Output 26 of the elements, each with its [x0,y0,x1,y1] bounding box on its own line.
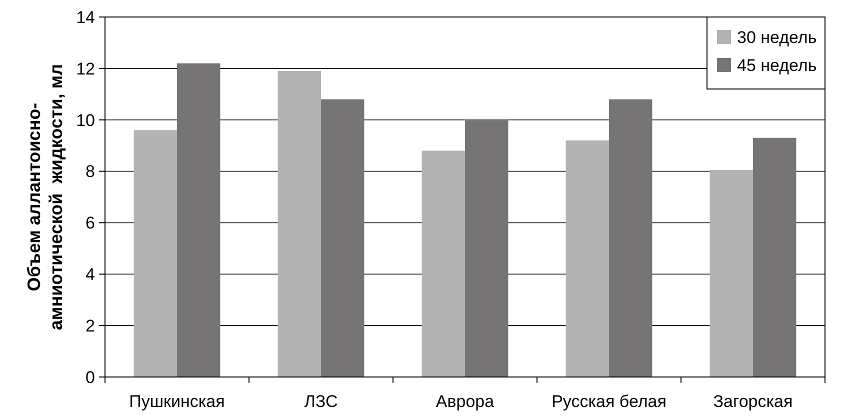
bar [278,71,321,377]
legend-label: 45 недель [737,56,817,75]
bar [134,130,177,377]
y-tick-label: 0 [86,368,95,387]
y-axis-title: Объем аллантоисно- амниотической жидкости, мл [24,64,66,330]
x-tick-label: Аврора [436,392,495,411]
bar [321,99,364,377]
bar [609,99,652,377]
bar [422,150,465,377]
y-tick-label: 6 [86,214,95,233]
y-tick-label: 14 [76,8,95,27]
bar [710,170,753,377]
bar [753,138,796,377]
y-tick-label: 2 [86,316,95,336]
y-tick-label: 8 [86,162,95,182]
y-tick-label: 12 [76,59,95,78]
y-tick-label: 10 [76,110,95,130]
x-tick-label: Пушкинская [129,392,225,411]
x-tick-label: Русская белая [552,392,666,411]
y-tick-label: 4 [86,265,95,284]
bar [465,120,508,377]
x-tick-label: Загорская [713,392,793,411]
legend-label: 30 недель [737,28,817,47]
bar [177,63,220,377]
x-tick-label: ЛЗС [304,392,338,411]
bar [566,140,609,377]
